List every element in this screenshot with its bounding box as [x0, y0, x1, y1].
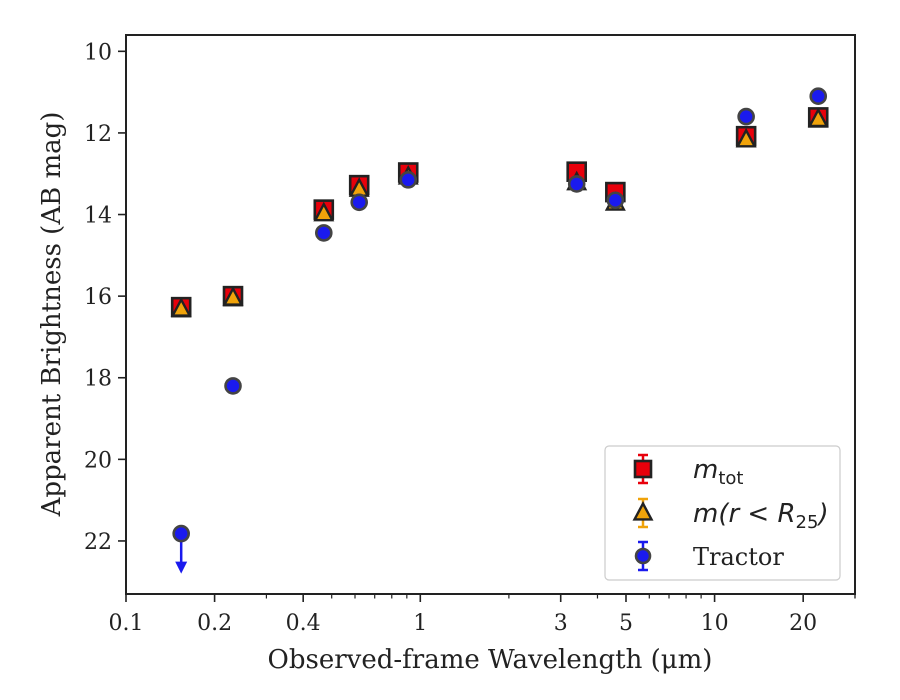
y-tick-label: 10: [84, 40, 112, 65]
x-axis-label: Observed-frame Wavelength (μm): [268, 645, 713, 675]
legend-marker: [634, 547, 652, 565]
legend-label: m(r < R25): [693, 499, 829, 533]
legend-label: mtot: [693, 455, 743, 489]
x-tick-label: 10: [701, 611, 729, 636]
y-tick-label: 22: [84, 530, 112, 555]
m_r25-point: [313, 201, 335, 222]
legend-entry-tractor: Tractor: [634, 540, 784, 572]
x-tick-label: 20: [789, 611, 817, 636]
legend-label: Tractor: [693, 543, 784, 571]
tractor-point: [314, 224, 333, 242]
tractor-point: [809, 87, 828, 106]
x-tick-label: 0.4: [286, 611, 321, 636]
legend: mtot m(r < R25) Tractor: [604, 445, 841, 581]
legend-entry-m_r25: m(r < R25): [632, 497, 829, 533]
y-tick-label: 18: [84, 367, 112, 392]
x-axis: 0.1 0.2 0.4 1 3 5 10 20: [109, 594, 856, 636]
y-tick-label: 14: [84, 204, 112, 229]
tractor-point: [737, 107, 755, 126]
m_r25-point: [735, 127, 757, 148]
m_r25-point: [222, 286, 244, 306]
x-tick-label: 0.2: [197, 611, 232, 636]
x-tick-label: 3: [554, 611, 568, 636]
m_r25-point: [170, 297, 192, 317]
x-tick-label: 5: [619, 611, 633, 636]
y-tick-label: 12: [84, 122, 112, 147]
upper-limit-arrow-head: [175, 561, 188, 574]
tractor-point: [567, 175, 586, 193]
tractor-point: [606, 191, 625, 210]
x-tick-label: 1: [413, 611, 427, 636]
tractor-point: [172, 524, 190, 543]
y-tick-label: 20: [84, 448, 112, 473]
legend-marker: [633, 459, 653, 479]
y-axis-label: Apparent Brightness (AB mag): [37, 112, 67, 518]
data-points: [170, 87, 829, 574]
y-tick-label: 16: [84, 285, 112, 310]
legend-marker: [632, 500, 654, 521]
series-tractor: [172, 87, 828, 574]
legend-entry-m_tot: mtot: [633, 453, 743, 489]
legend-box: [604, 445, 841, 581]
x-tick-label: 0.1: [109, 611, 144, 636]
tractor-point: [399, 171, 418, 189]
m_r25-point: [807, 107, 829, 128]
tractor-point: [350, 193, 368, 212]
tractor-point: [224, 377, 242, 395]
y-axis: 10 12 14 16 18 20 22: [84, 40, 126, 555]
